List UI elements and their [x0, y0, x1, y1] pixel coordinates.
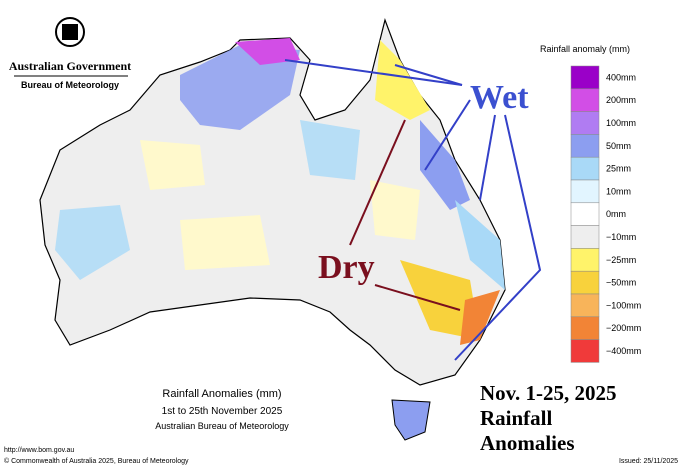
legend-swatch — [570, 248, 600, 272]
legend-label: 200mm — [606, 95, 636, 105]
legend-title: Rainfall anomaly (mm) — [540, 44, 630, 54]
legend-swatch — [570, 339, 600, 363]
legend: 400mm 200mm 100mm 50mm 25mm 10mm 0mm −10mm −25mm… — [570, 65, 641, 363]
overlay-line: Rainfall — [480, 406, 553, 430]
legend-label: 0mm — [606, 209, 626, 219]
wet-label: Wet — [470, 79, 529, 116]
legend-swatch — [570, 179, 600, 204]
dry-pointers — [349, 119, 461, 311]
wet-pointers — [284, 59, 542, 361]
legend-label: −100mm — [606, 300, 641, 310]
legend-swatch — [570, 111, 600, 135]
legend-swatch — [570, 225, 600, 249]
legend-label: 100mm — [606, 118, 636, 128]
dry-label: Dry — [318, 249, 375, 286]
legend-label: −25mm — [606, 255, 636, 265]
legend-swatch — [570, 156, 600, 181]
footer-url: http://www.bom.gov.au — [4, 447, 74, 454]
caption-period: 1st to 25th November 2025 — [162, 406, 283, 417]
legend-swatch — [570, 65, 600, 90]
caption-title: Rainfall Anomalies (mm) — [162, 388, 281, 400]
tasmania — [391, 399, 431, 441]
caption-source: Australian Bureau of Meteorology — [155, 421, 289, 431]
overlay-line: Nov. 1-25, 2025 — [480, 381, 617, 405]
legend-label: −10mm — [606, 232, 636, 242]
legend-swatch — [570, 134, 600, 158]
crest — [55, 17, 85, 47]
footer-issued: Issued: 25/11/2025 — [619, 458, 678, 465]
overlay-line: Anomalies — [480, 431, 575, 455]
legend-swatch — [570, 202, 600, 226]
legend-swatch — [570, 316, 600, 340]
legend-label: 50mm — [606, 141, 631, 151]
legend-swatch — [570, 293, 600, 318]
legend-label: 25mm — [606, 164, 631, 174]
legend-label: 400mm — [606, 72, 636, 82]
agency: Australian Government — [9, 59, 131, 73]
legend-label: −400mm — [606, 346, 641, 356]
bureau: Bureau of Meteorology — [21, 80, 119, 90]
legend-swatch — [570, 88, 600, 112]
legend-label: −200mm — [606, 323, 641, 333]
legend-swatch — [570, 270, 600, 295]
anomaly-patches — [55, 38, 505, 345]
footer-copyright: © Commonwealth of Australia 2025, Bureau… — [4, 457, 189, 465]
legend-label: −50mm — [606, 278, 636, 288]
legend-label: 10mm — [606, 186, 631, 196]
